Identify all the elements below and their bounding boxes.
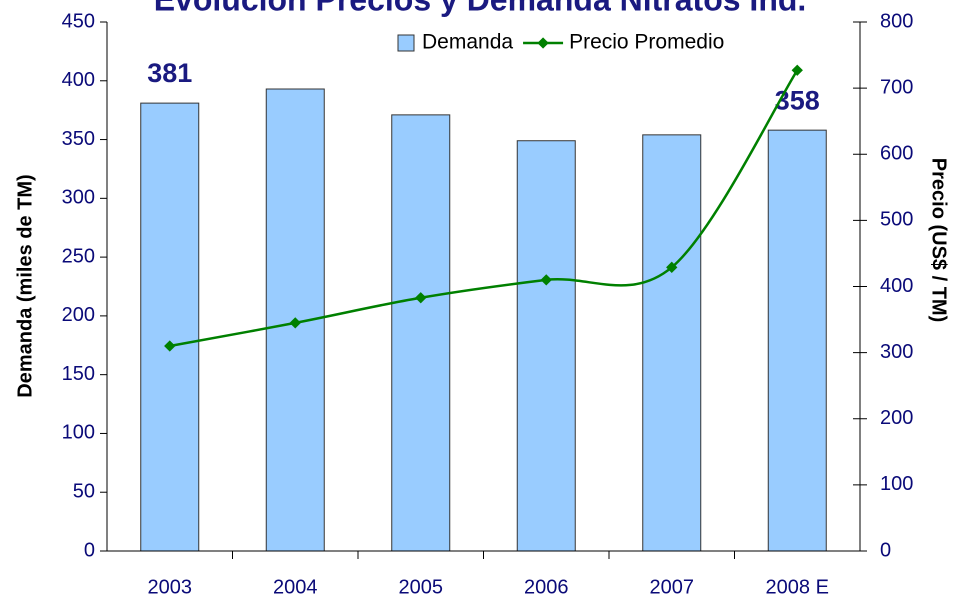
legend-swatch [537,37,549,49]
y2-axis-title: Precio (US$ / TM) [928,158,950,322]
y2-tick-label: 400 [880,275,913,297]
line-marker [289,317,301,329]
bar [767,129,827,552]
x-tick-label: 2003 [148,576,193,598]
line-marker [164,340,176,352]
y2-tick-label: 0 [880,539,891,561]
y-tick-label: 0 [84,539,95,561]
y-tick-label: 250 [62,245,95,267]
bar [642,134,702,552]
x-tick-label: 2007 [650,576,695,598]
legend-label: Demanda [422,31,513,54]
x-tick-label: 2004 [273,576,318,598]
legend-label: Precio Promedio [569,31,724,54]
line-marker [415,292,427,304]
data-label: 381 [147,58,192,88]
y-tick-label: 300 [62,187,95,209]
chart-title: Evolución Precios y Demanda Nitratos Ind… [154,0,807,17]
y2-tick-label: 100 [880,473,913,495]
x-tick-label: 2006 [524,576,569,598]
bar [140,102,200,552]
bar [516,140,576,552]
y2-tick-label: 300 [880,341,913,363]
data-label: 358 [775,85,820,115]
y2-tick-label: 600 [880,143,913,165]
y2-tick-label: 200 [880,407,913,429]
legend-swatch [397,34,415,52]
x-tick-label: 2008 E [766,576,829,598]
y2-tick-label: 500 [880,209,913,231]
y-axis-title: Demanda (miles de TM) [14,174,36,397]
y-tick-label: 400 [62,69,95,91]
line-marker [791,64,803,76]
line-marker [666,261,678,273]
y2-tick-label: 700 [880,76,913,98]
y-tick-label: 150 [62,363,95,385]
y-tick-label: 50 [73,481,95,503]
y-tick-label: 100 [62,422,95,444]
y-tick-label: 450 [62,10,95,32]
line [169,69,799,348]
legend [365,27,780,58]
y-tick-label: 350 [62,128,95,150]
x-tick-label: 2005 [399,576,444,598]
y2-tick-label: 800 [880,10,913,32]
bar [391,114,451,552]
line-marker [540,274,552,286]
y-tick-label: 200 [62,304,95,326]
